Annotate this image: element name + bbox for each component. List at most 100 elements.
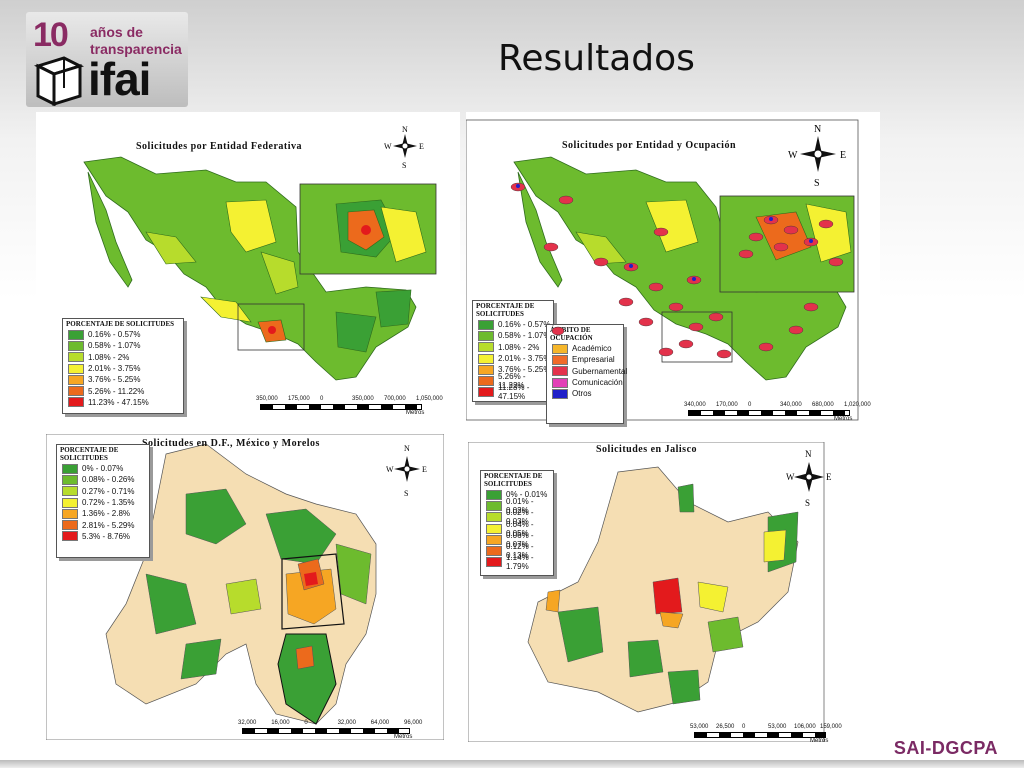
- legend-item: 2.01% - 3.75%: [473, 353, 553, 364]
- scale-unit: Metros: [406, 410, 425, 416]
- slide-title: Resultados: [498, 38, 695, 79]
- compass-rose-icon: N S W E: [788, 124, 846, 189]
- legend-swatch: [478, 342, 494, 353]
- map-title: Solicitudes por Entidad y Ocupación: [562, 140, 737, 151]
- map-panel-jalisco: Solicitudes en Jalisco N S W E Porcentaje …: [468, 442, 854, 744]
- map-panel-df-mexico-morelos: Solicitudes en D.F., México y Morelos N S…: [46, 434, 444, 740]
- legend: Porcentaje de solicitudes 0% - 0.01% 0.01…: [480, 470, 554, 576]
- legend-label: 0.12% - 0.13%: [506, 542, 534, 561]
- footer-brand: SAI-DGCPA: [893, 738, 998, 758]
- scale-label: 26,500: [716, 724, 735, 730]
- scale-bar: 350,000 175,000 0 350,000 700,000 1,050,000 Me…: [256, 396, 450, 416]
- scale-label: 0: [742, 724, 746, 730]
- mexico-map: [83, 156, 437, 381]
- legend-label: 0.02% - 0.03%: [506, 508, 534, 527]
- scale-label: 700,000: [384, 396, 406, 402]
- legend-swatch: [486, 512, 502, 523]
- svg-text:S: S: [404, 489, 408, 498]
- svg-text:N: N: [814, 124, 821, 135]
- scale-label: 64,000: [370, 720, 390, 726]
- scale-unit: Metros: [394, 734, 413, 740]
- legend-swatch: [62, 520, 78, 531]
- legend-label: 0.04% - 0.05%: [506, 519, 534, 538]
- svg-text:N: N: [805, 449, 812, 459]
- legend-swatch: [478, 387, 494, 398]
- ifai-logo: 10 años de transparencia ifai: [26, 12, 188, 107]
- logo-number: 10: [33, 16, 69, 54]
- legend-swatch: [486, 534, 502, 545]
- legend-label: 5.26% - 11.22%: [88, 386, 145, 396]
- legend-label: 1.08% - 2%: [88, 352, 130, 362]
- legend-item: 5.3% - 8.76%: [57, 531, 149, 542]
- pie-markers: [510, 182, 844, 359]
- scale-label: 1,020,000: [844, 402, 871, 408]
- svg-text:E: E: [826, 472, 832, 482]
- svg-text:E: E: [419, 142, 424, 151]
- cube-icon: [34, 56, 84, 106]
- occupation-list: Académico Empresarial Gubernamental Comunic…: [547, 343, 627, 399]
- jalisco-map: [468, 442, 825, 742]
- legend-swatch: [486, 557, 502, 568]
- svg-text:S: S: [805, 498, 810, 508]
- legend-swatch: [478, 353, 494, 364]
- legend-swatch: [486, 489, 502, 500]
- legend-label: 11.23% - 47.15%: [498, 383, 530, 402]
- legend-item: 3.76% - 5.25%: [63, 374, 183, 385]
- footer-line: [0, 760, 1024, 768]
- legend-label: 0.16% - 0.57%: [88, 330, 141, 340]
- legend-item: 0.72% - 1.35%: [57, 497, 149, 508]
- scale-label: 53,000: [690, 724, 709, 730]
- legend-list: 0.16% - 0.57% 0.58% - 1.07% 1.08% - 2% 2.01…: [63, 329, 183, 408]
- legend-swatch: [68, 340, 84, 351]
- occupation-label: Empresarial: [572, 355, 615, 365]
- scale-label: 53,000: [768, 724, 787, 730]
- scale-bar: 340,000 170,000 0 340,000 680,000 1,020,000 Me…: [684, 402, 878, 422]
- legend-list: 0% - 0.01% 0.01% - 0.02% 0.02% - 0.03% 0.04…: [481, 489, 553, 571]
- legend-swatch: [68, 329, 84, 340]
- legend-swatch: [486, 523, 502, 534]
- svg-text:N: N: [404, 444, 410, 453]
- occupation-swatch: [552, 377, 568, 388]
- legend-item: 5.26% - 11.22%: [473, 372, 553, 390]
- legend-swatch: [486, 500, 502, 511]
- scale-bar: 53,000 26,500 0 53,000 106,000 159,000 Metros: [690, 724, 854, 744]
- legend-item: 0.16% - 0.57%: [63, 329, 183, 340]
- legend-item: 0.02% - 0.03%: [481, 508, 553, 526]
- legend-item: 5.26% - 11.22%: [63, 385, 183, 397]
- occupation-swatch: [552, 388, 568, 399]
- legend-swatch: [478, 364, 494, 375]
- legend-label: 0.27% - 0.71%: [82, 486, 135, 496]
- legend-item: 2.01% - 3.75%: [63, 363, 183, 374]
- mexico-occupation-map: [466, 119, 859, 421]
- legend-label: 1.36% - 2.8%: [82, 509, 131, 519]
- logo-line2: transparencia: [90, 41, 182, 57]
- occupation-label: Gubernamental: [572, 366, 628, 376]
- legend-item: 0.06% - 0.07%: [481, 531, 553, 549]
- legend-label: 1.08% - 2%: [498, 342, 540, 352]
- pie-icon: [551, 326, 565, 336]
- legend-item: 0.58% - 1.07%: [473, 330, 553, 341]
- legend-item: 0% - 0.07%: [57, 463, 149, 474]
- legend-label: 11.23% - 47.15%: [88, 397, 149, 407]
- legend-label: 2.01% - 3.75%: [88, 364, 141, 374]
- occupation-item: Gubernamental: [547, 366, 627, 377]
- legend-label: 0% - 0.01%: [506, 490, 548, 500]
- scale-bar-graphic: [242, 728, 410, 734]
- legend-item: 1.36% - 2.8%: [57, 508, 149, 519]
- legend-item: 0.01% - 0.02%: [481, 497, 553, 515]
- svg-text:E: E: [840, 150, 846, 161]
- logo-brand: ifai: [88, 53, 151, 105]
- legend-item: 1.08% - 2%: [63, 352, 183, 363]
- legend-swatch: [68, 397, 84, 408]
- legend-swatch: [68, 386, 84, 397]
- occupation-item: Comunicación: [547, 377, 623, 388]
- legend-label: 0.16% - 0.57%: [498, 320, 551, 330]
- legend-swatch: [486, 546, 502, 557]
- legend-swatch: [478, 376, 494, 387]
- svg-text:W: W: [384, 142, 392, 151]
- scale-label: 0: [320, 396, 324, 402]
- df-mexico-morelos-map: [46, 434, 444, 740]
- legend-swatch: [62, 497, 78, 508]
- occupation-swatch: [552, 354, 568, 365]
- legend-item: 0.27% - 0.71%: [57, 486, 149, 497]
